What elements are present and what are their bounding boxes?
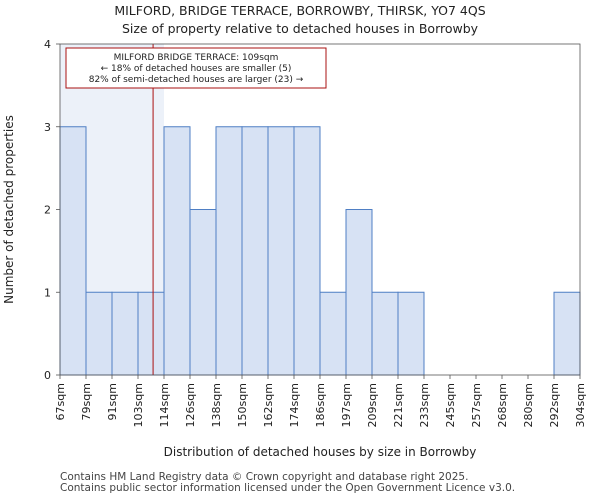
x-tick-label: 221sqm <box>392 383 405 427</box>
x-tick-label: 257sqm <box>470 383 483 427</box>
x-tick-label: 268sqm <box>496 383 509 427</box>
annotation-line-2: ← 18% of detached houses are smaller (5) <box>101 64 292 74</box>
annotation-line-3: 82% of semi-detached houses are larger (… <box>89 75 304 85</box>
y-tick-label: 3 <box>44 121 51 134</box>
histogram-bar <box>59 126 87 376</box>
y-tick-label: 2 <box>44 204 51 217</box>
x-tick-label: 304sqm <box>574 383 587 427</box>
histogram-bar <box>319 291 347 376</box>
x-tick-label: 67sqm <box>54 383 67 420</box>
histogram-bar <box>267 126 295 376</box>
histogram-bar <box>397 291 425 376</box>
y-tick-label: 0 <box>44 369 51 382</box>
x-tick-label: 245sqm <box>444 383 457 427</box>
chart-title: MILFORD, BRIDGE TERRACE, BORROWBY, THIRS… <box>114 3 486 18</box>
histogram-bar <box>137 291 165 376</box>
x-tick-label: 233sqm <box>418 383 431 427</box>
chart-subtitle: Size of property relative to detached ho… <box>121 21 479 36</box>
y-axis-label: Number of detached properties <box>2 115 16 304</box>
y-tick-label: 1 <box>44 286 51 299</box>
histogram-bar <box>553 291 581 376</box>
x-tick-label: 138sqm <box>210 383 223 427</box>
histogram-bar <box>215 126 243 376</box>
annotation-border <box>65 47 327 89</box>
histogram-bar <box>111 291 139 376</box>
annotation-box: MILFORD BRIDGE TERRACE: 109sqm ← 18% of … <box>65 47 327 89</box>
x-tick-label: 150sqm <box>236 383 249 427</box>
bars-layer <box>59 44 581 376</box>
histogram-bar <box>85 291 113 376</box>
x-tick-label: 126sqm <box>184 383 197 427</box>
x-tick-label: 209sqm <box>366 383 379 427</box>
x-tick-label: 292sqm <box>548 383 561 427</box>
x-axis-label: Distribution of detached houses by size … <box>164 445 477 459</box>
x-tick-label: 114sqm <box>158 383 171 427</box>
histogram-bar <box>371 291 399 376</box>
histogram-chart: 0 1 2 3 4 67sqm 79sqm 91sqm 103sqm 114sqm 126sqm 13… <box>2 38 587 459</box>
axes-layer: 0 1 2 3 4 67sqm 79sqm 91sqm 103sqm 114sqm 126sqm 13… <box>44 38 587 427</box>
y-tick-label: 4 <box>44 38 51 51</box>
x-tick-label: 103sqm <box>132 383 145 427</box>
x-tick-label: 280sqm <box>522 383 535 427</box>
x-tick-label: 79sqm <box>80 383 93 420</box>
footer-line-1: Contains HM Land Registry data © Crown c… <box>60 471 469 483</box>
histogram-bar <box>293 126 321 376</box>
x-tick-label: 186sqm <box>314 383 327 427</box>
x-tick-label: 162sqm <box>262 383 275 427</box>
x-tick-label: 197sqm <box>340 383 353 427</box>
histogram-bar <box>189 209 217 376</box>
histogram-bar <box>241 126 269 376</box>
histogram-bar <box>163 126 191 376</box>
x-tick-label: 174sqm <box>288 383 301 427</box>
footer-line-2: Contains public sector information licen… <box>60 482 516 494</box>
x-tick-label: 91sqm <box>106 383 119 420</box>
histogram-bar <box>345 209 373 376</box>
annotation-line-1: MILFORD BRIDGE TERRACE: 109sqm <box>114 53 279 63</box>
